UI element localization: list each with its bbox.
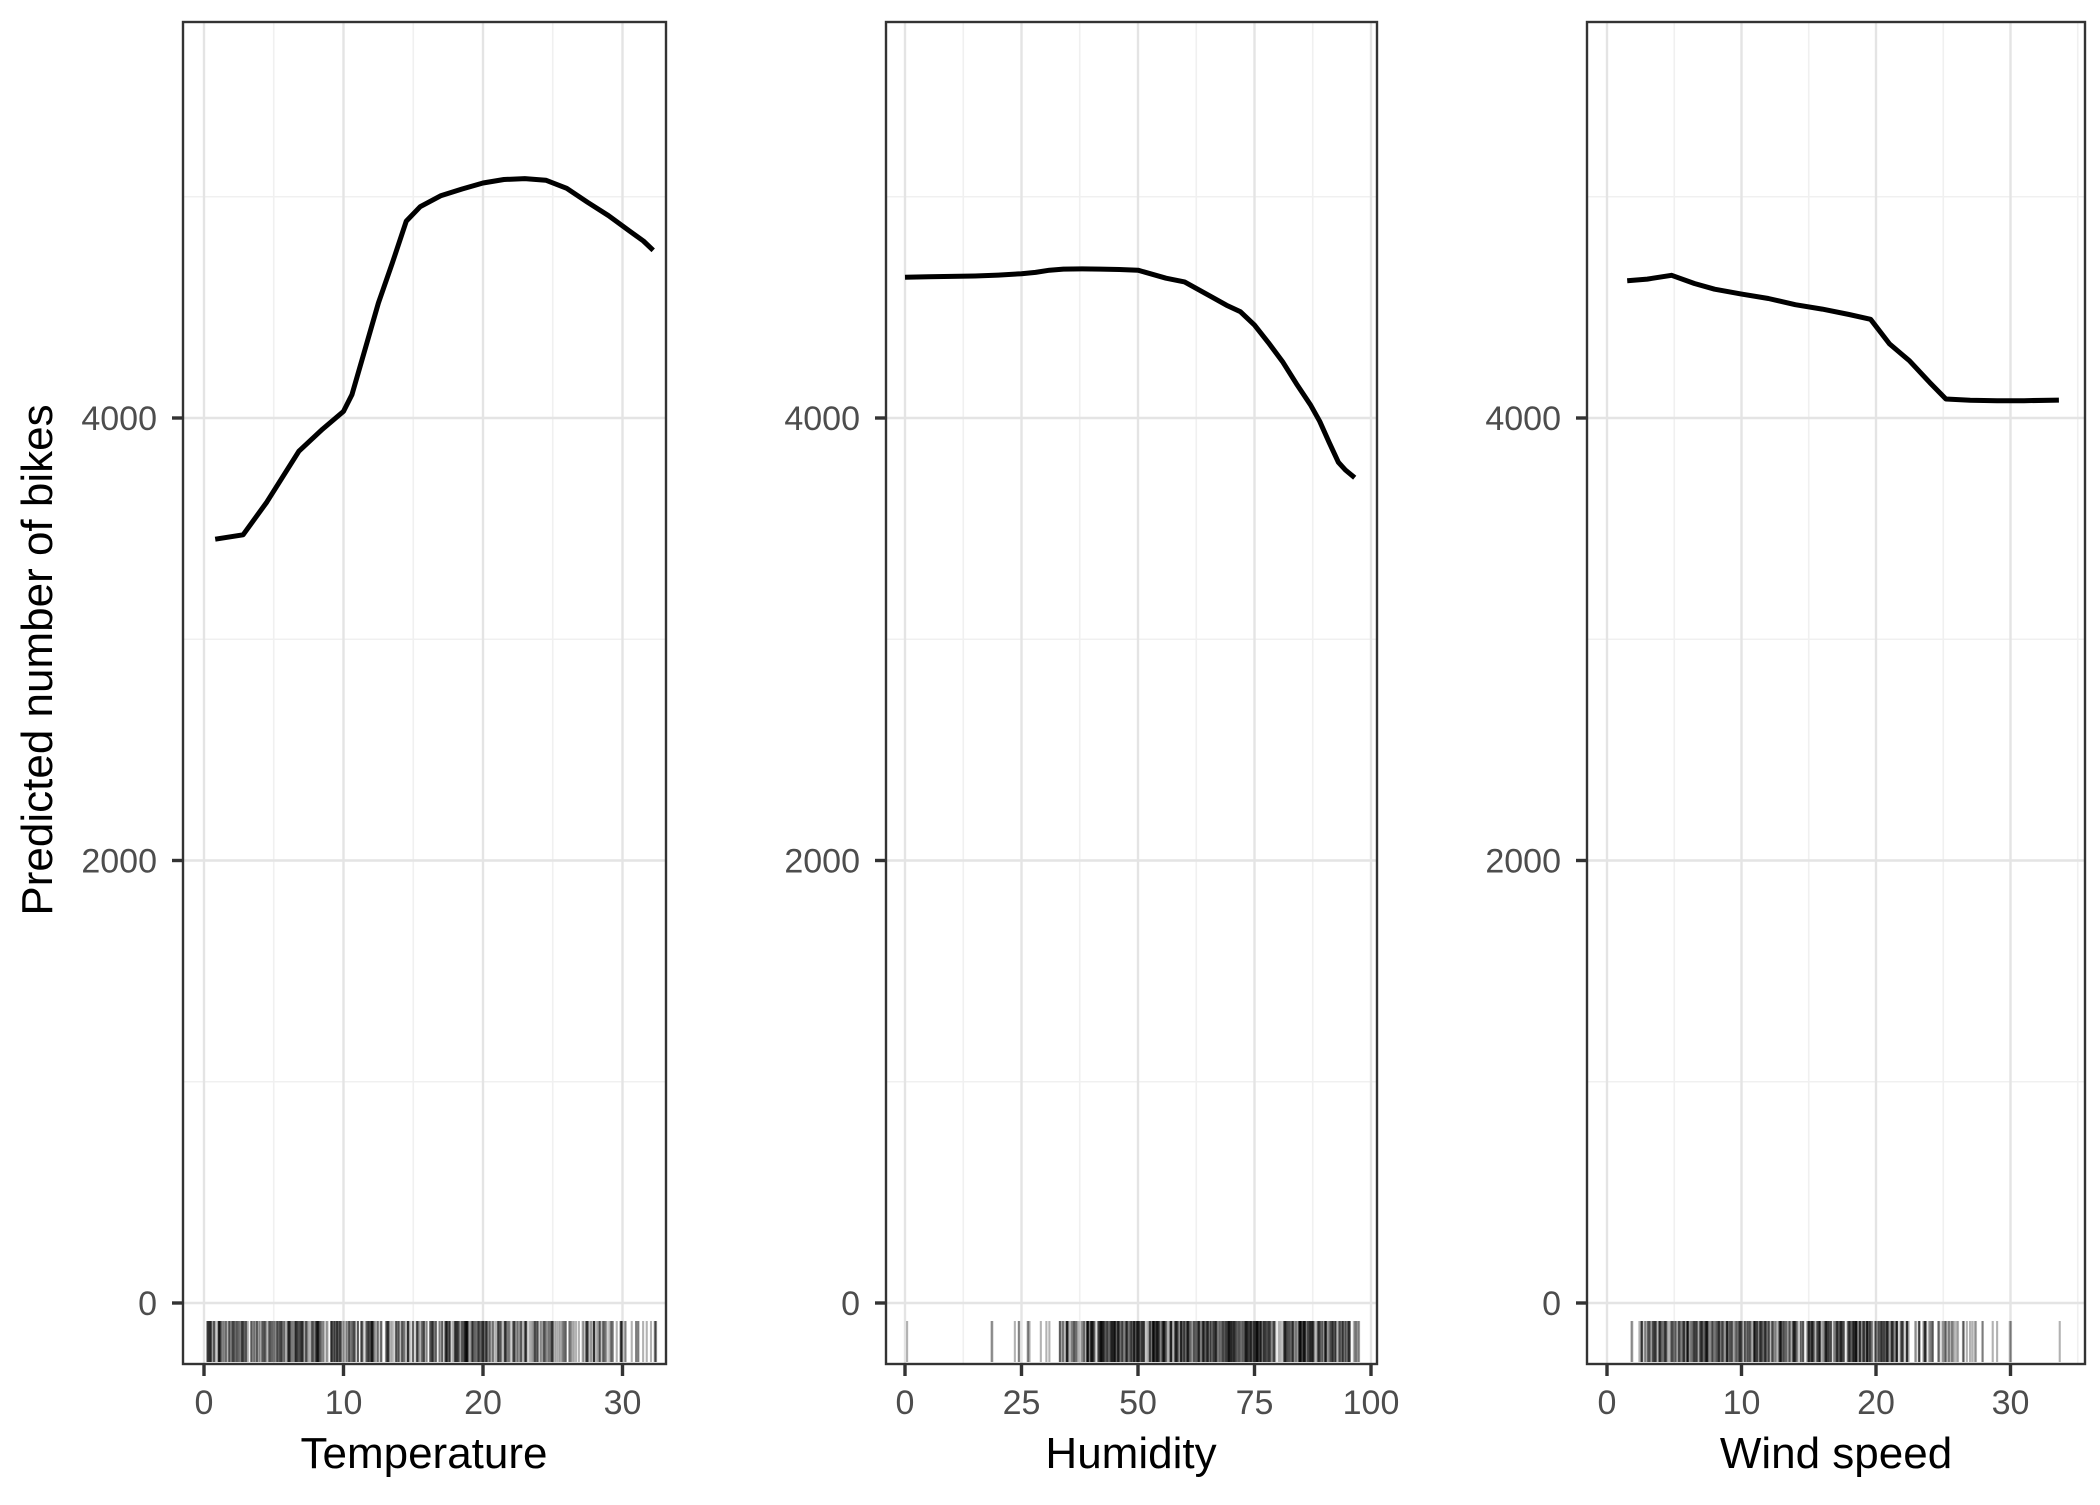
x-tick-label: 20 bbox=[1857, 1384, 1895, 1422]
y-tick-label: 4000 bbox=[784, 400, 860, 438]
rug-wind_speed bbox=[1630, 1321, 2061, 1362]
y-tick-label: 0 bbox=[1542, 1285, 1561, 1323]
x-tick-label: 0 bbox=[195, 1384, 214, 1422]
y-tick-label: 0 bbox=[138, 1285, 157, 1323]
pdp-curve-humidity bbox=[904, 266, 1357, 480]
pdp-panel-temperature: 0 2000 4000 0 10 20 30 bbox=[81, 20, 668, 1422]
y-tick-label: 2000 bbox=[1485, 843, 1561, 881]
panel-border bbox=[1585, 20, 2087, 1366]
x-tick-label: 100 bbox=[1343, 1384, 1400, 1422]
x-axis-title-temperature: Temperature bbox=[300, 1429, 547, 1478]
x-tick-label: 30 bbox=[604, 1384, 642, 1422]
x-tick-label: 20 bbox=[464, 1384, 502, 1422]
panel-border bbox=[181, 20, 668, 1366]
y-axis-title: Predicted number of bikes bbox=[13, 404, 62, 915]
pdp-panel-humidity: 0 2000 4000 0 25 50 75 100 bbox=[784, 20, 1400, 1422]
y-tick-label: 2000 bbox=[784, 843, 860, 881]
x-tick-label: 75 bbox=[1236, 1384, 1274, 1422]
x-tick-label: 30 bbox=[1992, 1384, 2030, 1422]
y-tick-label: 4000 bbox=[81, 400, 157, 438]
x-tick-label: 0 bbox=[896, 1384, 915, 1422]
pdp-curve-wind_speed bbox=[1626, 272, 2059, 404]
x-tick-label: 10 bbox=[325, 1384, 363, 1422]
x-tick-label: 0 bbox=[1598, 1384, 1617, 1422]
x-tick-label: 25 bbox=[1003, 1384, 1041, 1422]
pdp-panel-wind_speed: 0 2000 4000 0 10 20 30 bbox=[1485, 20, 2087, 1422]
x-axis-title-humidity: Humidity bbox=[1045, 1429, 1216, 1478]
y-tick-label: 4000 bbox=[1485, 400, 1561, 438]
x-tick-label: 50 bbox=[1119, 1384, 1157, 1422]
y-tick-label: 2000 bbox=[81, 843, 157, 881]
x-axis-title-wind-speed: Wind speed bbox=[1720, 1429, 1952, 1478]
pdp-curve-temperature bbox=[214, 176, 655, 542]
panel-border bbox=[884, 20, 1379, 1366]
rug-humidity bbox=[906, 1321, 1361, 1362]
x-tick-label: 10 bbox=[1723, 1384, 1761, 1422]
rug-temperature bbox=[206, 1321, 658, 1362]
y-tick-label: 0 bbox=[841, 1285, 860, 1323]
